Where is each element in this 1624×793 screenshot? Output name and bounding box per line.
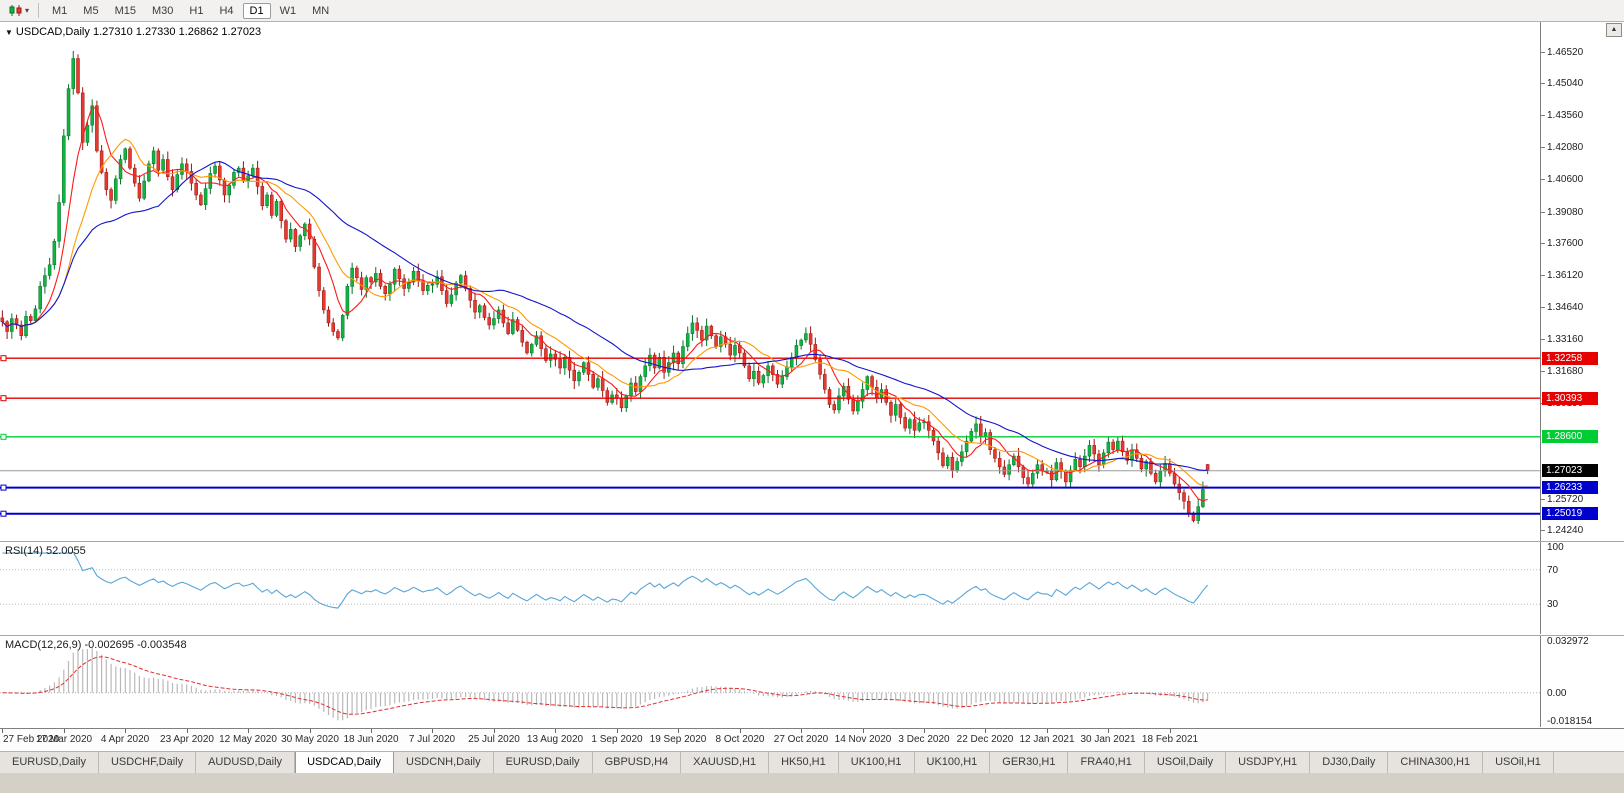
timeframe-d1[interactable]: D1 [242, 2, 271, 19]
price-axis: ▲ 1.46520 1.45040 1.43560 1.42080 1.40600 1.3… [1540, 22, 1624, 541]
axis-date-label: 7 Jul 2020 [408, 734, 456, 745]
chart-tab-china300-h1[interactable]: CHINA300,H1 [1388, 752, 1484, 773]
axis-price-label: 1.37600 [1547, 238, 1584, 249]
chevron-down-icon: ▾ [25, 5, 30, 15]
axis-price-label: 1.39080 [1547, 207, 1584, 218]
chart-tab-usdcad-daily[interactable]: USDCAD,Daily [295, 752, 395, 773]
price-badge: 1.27023 [1542, 464, 1598, 477]
axis-date-label: 14 Nov 2020 [834, 734, 892, 745]
rsi-plot[interactable]: RSI(14) 52.0055 [0, 542, 1540, 634]
axis-date-label: 25 Jul 2020 [468, 734, 520, 745]
axis-price-label: 1.34640 [1547, 302, 1584, 313]
macd-plot[interactable]: MACD(12,26,9) -0.002695 -0.003548 [0, 636, 1540, 727]
price-plot[interactable]: ▼ USDCAD,Daily 1.27310 1.27330 1.26862 1.… [0, 22, 1540, 541]
timeframe-m30[interactable]: M30 [151, 4, 174, 17]
timeframe-buttons: M1 M5 M15 M30 H1 H4 D1 W1 MN [44, 2, 337, 19]
timeframe-m1[interactable]: M1 [52, 4, 68, 17]
axis-date-label: 22 Dec 2020 [956, 734, 1014, 745]
axis-date-label: 27 Feb 2020 [3, 734, 60, 745]
chart-tab-hk50-h1[interactable]: HK50,H1 [769, 752, 839, 773]
chart-toolbar: ▾ M1 M5 M15 M30 H1 H4 D1 W1 MN [0, 0, 1624, 22]
chart-tab-gbpusd-h4[interactable]: GBPUSD,H4 [593, 752, 682, 773]
timeframe-m15[interactable]: M15 [114, 4, 136, 17]
axis-date-label: 27 Oct 2020 [773, 734, 829, 745]
rsi-axis: 100 70 30 [1540, 542, 1624, 634]
axis-date-label: 4 Apr 2020 [100, 734, 150, 745]
axis-price-label: 1.45040 [1547, 78, 1584, 89]
axis-price-label: 1.24240 [1547, 525, 1584, 536]
toolbar-separator [38, 3, 40, 18]
chart-tab-usdchf-daily[interactable]: USDCHF,Daily [99, 752, 197, 773]
price-badge: 1.30393 [1542, 392, 1598, 405]
chart-tab-usoil-daily[interactable]: USOil,Daily [1145, 752, 1227, 773]
macd-level-label: -0.018154 [1547, 716, 1593, 727]
timeframe-h1[interactable]: H1 [189, 4, 204, 17]
rsi-indicator-pane: RSI(14) 52.0055 100 70 30 [0, 541, 1624, 635]
chart-tab-eurusd-daily[interactable]: EURUSD,Daily [494, 752, 593, 773]
axis-price-label: 1.33160 [1547, 334, 1584, 345]
price-badge: 1.32258 [1542, 352, 1598, 365]
chart-tab-xauusd-h1[interactable]: XAUUSD,H1 [681, 752, 770, 773]
axis-date-label: 12 Jan 2021 [1019, 734, 1075, 745]
axis-price-label: 1.40600 [1547, 174, 1584, 185]
timeframe-h4[interactable]: H4 [219, 4, 234, 17]
price-badge: 1.25019 [1542, 507, 1598, 520]
rsi-level-label: 100 [1547, 542, 1564, 553]
price-badge: 1.28600 [1542, 430, 1598, 443]
scroll-up-button[interactable]: ▲ [1606, 23, 1622, 37]
axis-date-label: 30 May 2020 [281, 734, 339, 745]
axis-price-label: 1.25720 [1547, 494, 1584, 505]
macd-level-label: 0.032972 [1547, 636, 1589, 647]
axis-date-label: 18 Feb 2021 [1141, 734, 1199, 745]
axis-date-label: 23 Apr 2020 [160, 734, 214, 745]
chart-tab-audusd-daily[interactable]: AUDUSD,Daily [196, 752, 296, 773]
candlestick-chart-icon [9, 5, 22, 16]
axis-date-label: 3 Dec 2020 [898, 734, 950, 745]
chart-tab-usoil-h1[interactable]: USOil,H1 [1483, 752, 1554, 773]
axis-date-label: 18 Jun 2020 [343, 734, 399, 745]
axis-date-label: 17 Mar 2020 [35, 734, 93, 745]
axis-price-label: 1.42080 [1547, 142, 1584, 153]
axis-price-label: 1.36120 [1547, 270, 1584, 281]
price-badge: 1.26233 [1542, 481, 1598, 494]
macd-level-label: 0.00 [1547, 688, 1567, 699]
chart-tab-uk100-h1[interactable]: UK100,H1 [915, 752, 991, 773]
macd-indicator-pane: MACD(12,26,9) -0.002695 -0.003548 0.0329… [0, 635, 1624, 728]
time-axis[interactable]: 27 Feb 2020 17 Mar 2020 4 Apr 2020 23 Apr 2… [0, 728, 1624, 751]
axis-date-label: 19 Sep 2020 [649, 734, 707, 745]
chart-tab-usdjpy-h1[interactable]: USDJPY,H1 [1226, 752, 1311, 773]
chart-tab-dj30-daily[interactable]: DJ30,Daily [1310, 752, 1389, 773]
axis-price-label: 1.43560 [1547, 110, 1584, 121]
axis-price-label: 1.46520 [1547, 47, 1584, 58]
timeframe-w1[interactable]: W1 [279, 4, 297, 17]
axis-date-label: 1 Sep 2020 [591, 734, 643, 745]
chart-tab-uk100-h1[interactable]: UK100,H1 [839, 752, 915, 773]
chart-tab-eurusd-daily[interactable]: EURUSD,Daily [0, 752, 99, 773]
axis-date-label: 13 Aug 2020 [526, 734, 584, 745]
timeframe-m5[interactable]: M5 [83, 4, 99, 17]
chart-tab-ger30-h1[interactable]: GER30,H1 [990, 752, 1069, 773]
chart-tab-fra40-h1[interactable]: FRA40,H1 [1068, 752, 1145, 773]
rsi-level-label: 70 [1547, 565, 1559, 576]
axis-date-label: 8 Oct 2020 [715, 734, 765, 745]
timeframe-mn[interactable]: MN [312, 4, 330, 17]
rsi-level-label: 30 [1547, 599, 1559, 610]
chart-tab-usdcnh-daily[interactable]: USDCNH,Daily [394, 752, 494, 773]
chart-tabs: EURUSD,Daily USDCHF,Daily AUDUSD,Daily USDC… [0, 751, 1624, 773]
chart-type-button[interactable]: ▾ [4, 2, 33, 19]
axis-date-label: 12 May 2020 [219, 734, 277, 745]
status-strip [0, 773, 1624, 793]
price-chart-pane: ▼ USDCAD,Daily 1.27310 1.27330 1.26862 1.… [0, 22, 1624, 541]
axis-date-label: 30 Jan 2021 [1080, 734, 1136, 745]
macd-axis: 0.032972 0.00 -0.018154 [1540, 636, 1624, 727]
axis-price-label: 1.31680 [1547, 366, 1584, 377]
